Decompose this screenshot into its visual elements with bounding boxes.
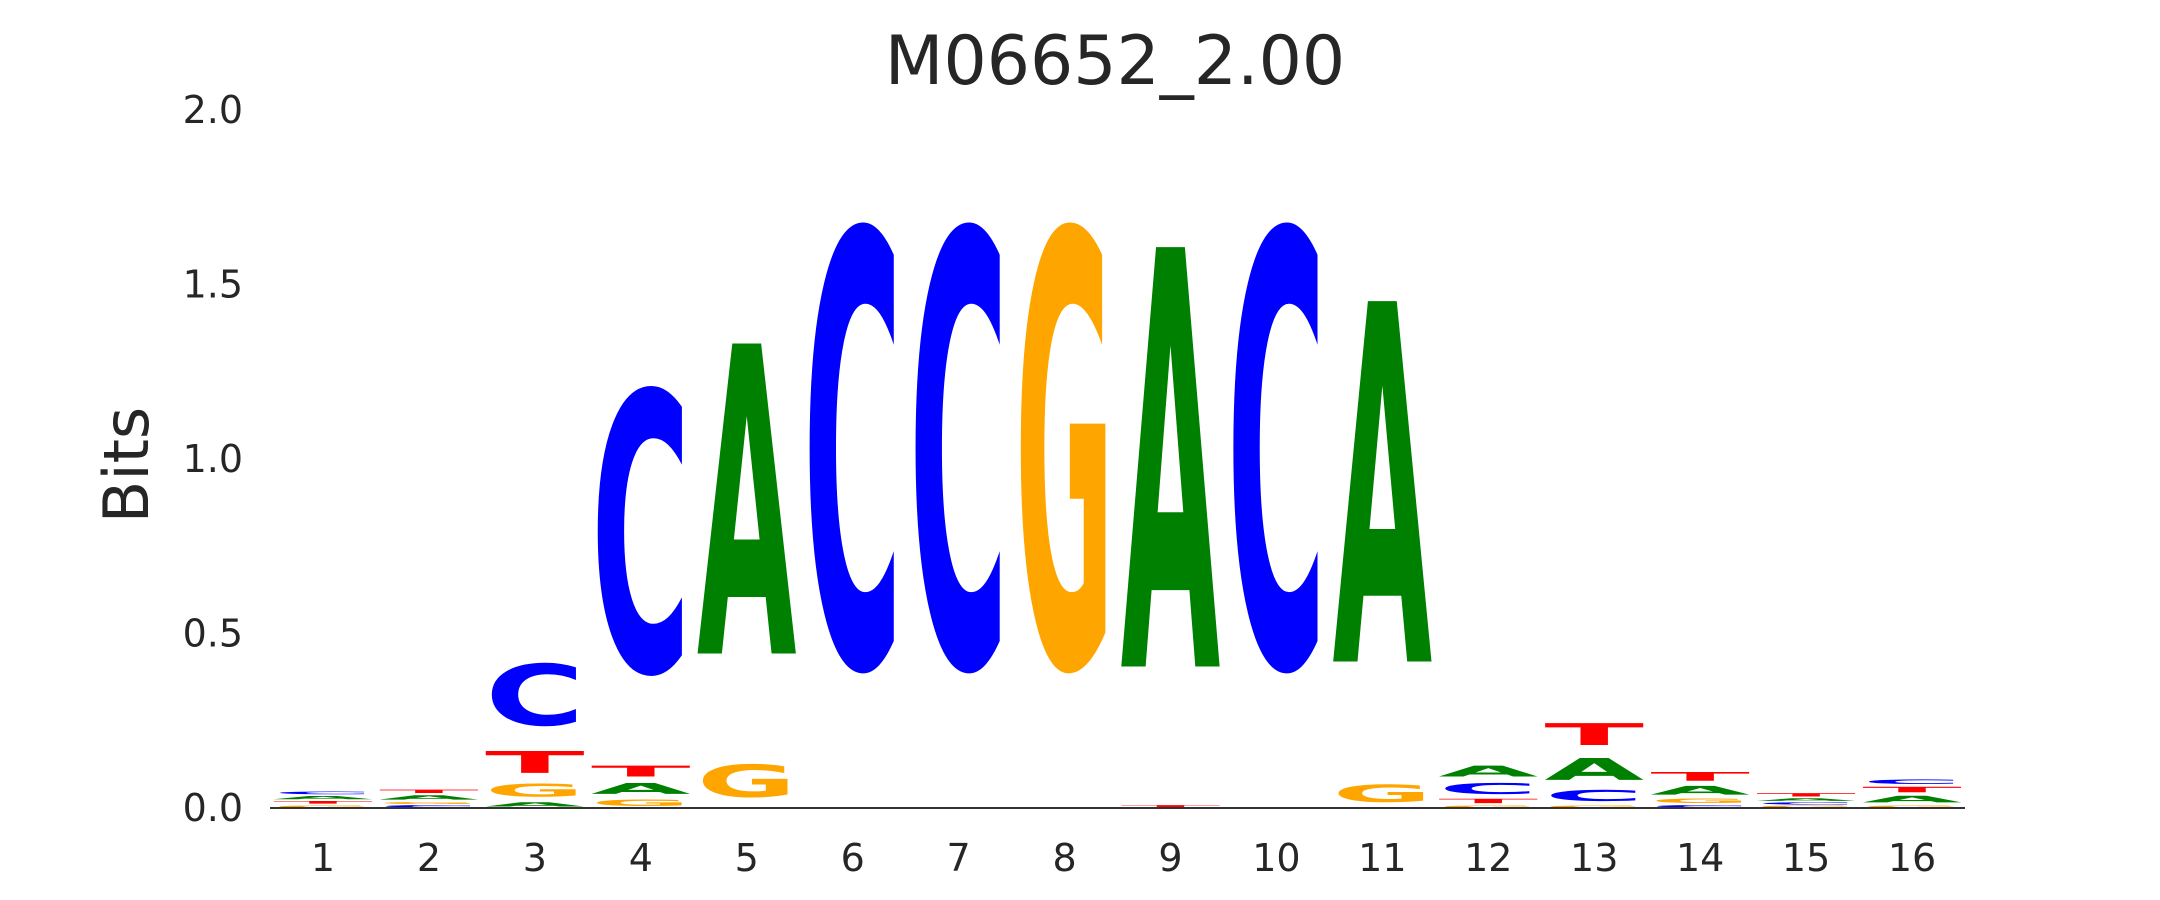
logo-letter-A: A <box>1544 752 1644 787</box>
chart-title: M06652_2.00 <box>885 22 1345 101</box>
x-tick-label: 4 <box>629 836 653 880</box>
logo-letter-A: A <box>273 795 373 800</box>
x-tick-label: 12 <box>1464 836 1512 880</box>
x-tick-label: 11 <box>1358 836 1406 880</box>
x-tick-label: 3 <box>523 836 547 880</box>
logo-letter-T: T <box>591 763 691 780</box>
logo-letter-C: C <box>1227 112 1327 806</box>
logo-letter-C: C <box>1438 780 1538 798</box>
logo-letter-T: T <box>1544 717 1644 752</box>
logo-letter-A: A <box>1438 763 1538 780</box>
logo-letter-C: C <box>273 791 373 795</box>
x-tick-label: 8 <box>1052 836 1076 880</box>
x-tick-label: 16 <box>1888 836 1936 880</box>
x-tick-label: 6 <box>841 836 865 880</box>
logo-letter-C: C <box>1650 805 1750 808</box>
logo-letter-T: T <box>1650 770 1750 784</box>
logo-letter-T: T <box>273 800 373 804</box>
x-tick-label: 5 <box>735 836 759 880</box>
logo-letter-T: T <box>1438 798 1538 805</box>
logo-letter-A: A <box>1862 794 1962 805</box>
y-tick-label: 1.0 <box>183 437 243 481</box>
logo-letter-A: A <box>485 801 585 808</box>
x-tick-label: 13 <box>1570 836 1618 880</box>
y-tick-label: 0.0 <box>183 786 243 830</box>
logo-letter-A: A <box>697 260 798 755</box>
logo-letter-G: G <box>1015 113 1115 806</box>
logo-letter-A: A <box>379 794 479 801</box>
logo-letter-A: A <box>1121 134 1222 803</box>
x-tick-label: 1 <box>311 836 335 880</box>
logo-letter-G: G <box>697 755 797 808</box>
logo-letter-G: G <box>273 805 373 808</box>
logo-letter-C: C <box>1756 802 1856 805</box>
logo-letter-T: T <box>485 745 585 780</box>
logo-letter-G: G <box>591 798 691 808</box>
x-tick-label: 2 <box>417 836 441 880</box>
x-tick-label: 7 <box>947 836 971 880</box>
logo-letter-C: C <box>591 315 691 762</box>
y-tick-label: 0.5 <box>183 612 243 656</box>
logo-letter-C: C <box>1862 778 1962 785</box>
logo-letter-G: G <box>1756 805 1856 808</box>
x-axis-ticks: 1 2 3 4 5 6 7 8 9 10 11 12 13 14 15 16 <box>311 836 1936 880</box>
logo-letter-C: C <box>803 112 903 806</box>
logo-letter-A: A <box>1650 784 1750 798</box>
logo-letter-G: G <box>379 801 479 804</box>
y-axis-ticks: 0.0 0.5 1.0 1.5 2.0 <box>183 88 243 830</box>
logo-letter-T: T <box>1121 805 1221 808</box>
logo-letter-T: T <box>1862 785 1962 794</box>
logo-letter-G: G <box>485 780 585 801</box>
y-axis-title: Bits <box>90 407 163 523</box>
y-tick-label: 2.0 <box>183 88 243 132</box>
y-tick-label: 1.5 <box>183 263 243 307</box>
logo-letter-T: T <box>1756 792 1856 797</box>
logo-letter-C: C <box>379 805 479 808</box>
logo-letter-A: A <box>1756 798 1856 802</box>
x-tick-label: 15 <box>1782 836 1830 880</box>
logo-letter-G: G <box>1438 805 1538 808</box>
logo-letter-T: T <box>379 789 479 794</box>
logo-letter-G: G <box>1862 805 1962 808</box>
logo-letter-C: C <box>485 647 585 745</box>
x-tick-label: 9 <box>1158 836 1182 880</box>
logo-letter-C: C <box>909 112 1009 806</box>
x-tick-label: 10 <box>1252 836 1300 880</box>
logo-letter-G: G <box>1333 780 1433 808</box>
logo-letter-G: G <box>1544 805 1644 808</box>
logo-letter-C: C <box>1544 787 1644 805</box>
x-tick-label: 14 <box>1676 836 1724 880</box>
logo-letter-A: A <box>1333 204 1434 779</box>
logo-letter-A: A <box>591 780 691 797</box>
logo-letter-G: G <box>1650 798 1750 805</box>
